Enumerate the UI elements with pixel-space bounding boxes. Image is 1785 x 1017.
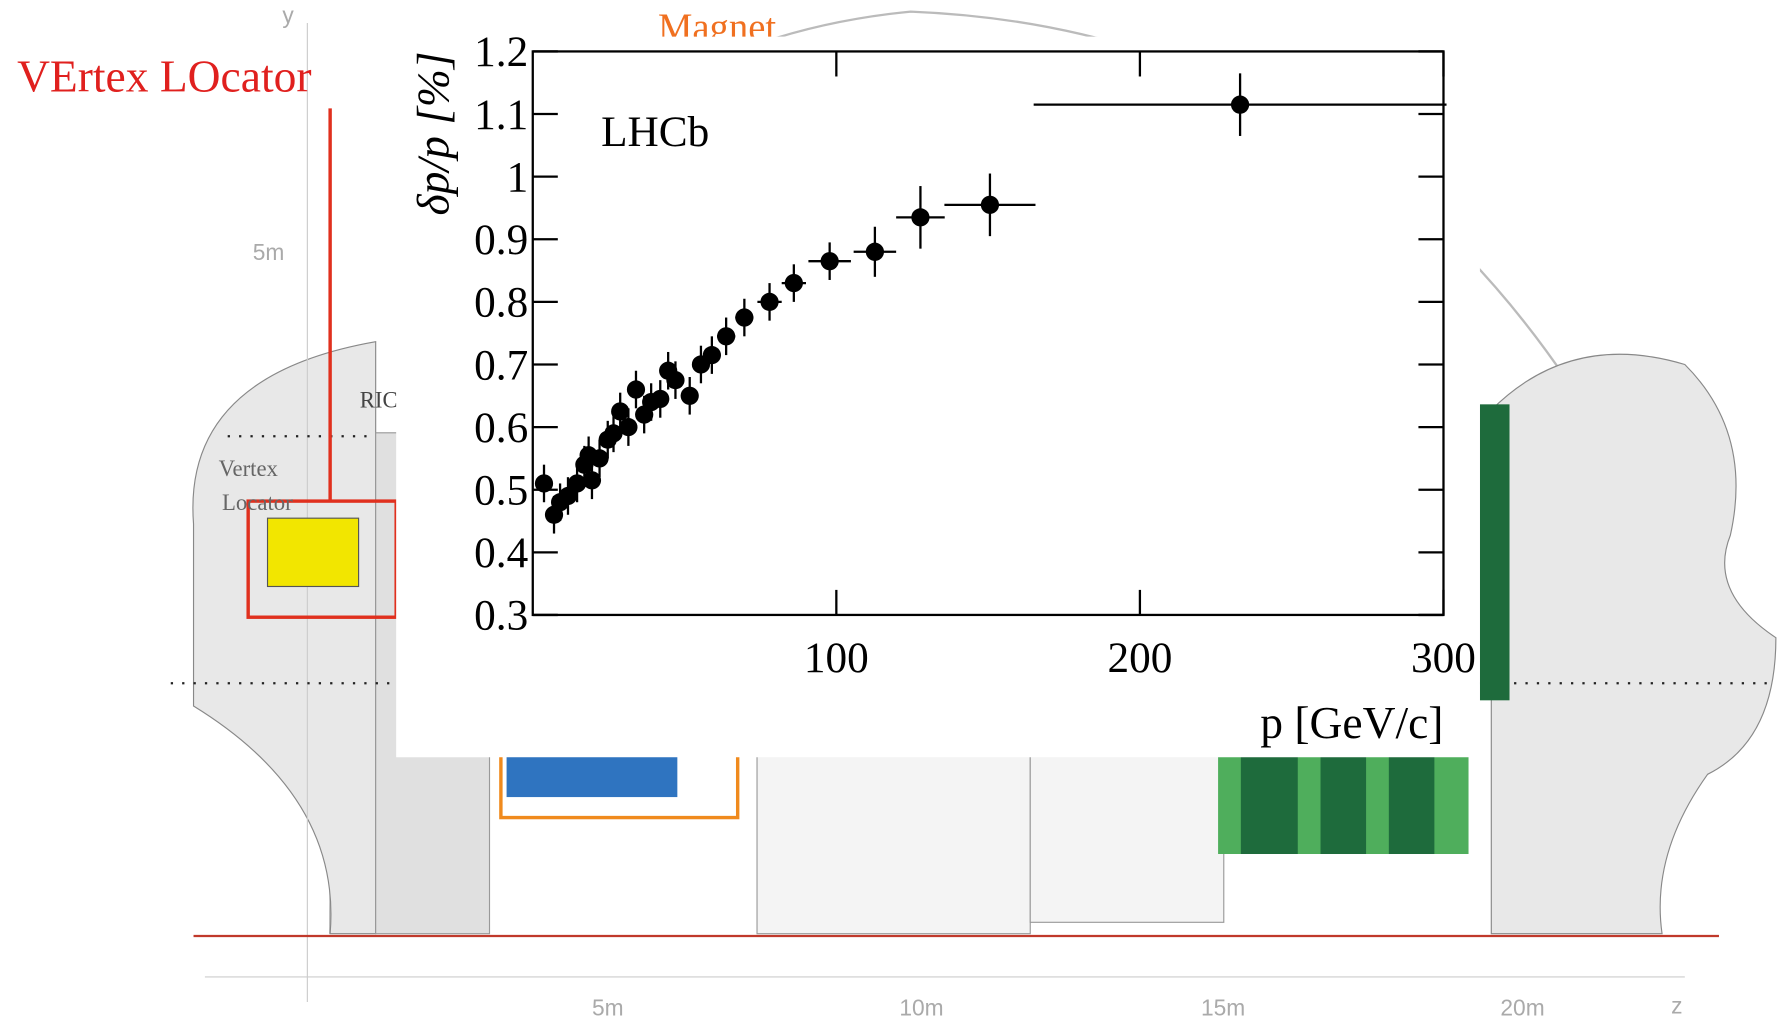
point [619, 417, 638, 437]
x-axis-label: p [GeV/c] [1260, 697, 1443, 748]
point [911, 208, 930, 227]
point [611, 402, 630, 421]
point [784, 273, 803, 293]
z-tick-label: 10m [899, 995, 943, 1017]
callout-label: VErtex LOcator [17, 50, 311, 101]
point [567, 474, 587, 493]
point [820, 252, 839, 271]
diagram-label: Locator [222, 490, 293, 515]
y-tick-label: 0.5 [474, 467, 528, 515]
z-tick-label: 5m [592, 995, 624, 1017]
point [1230, 95, 1250, 114]
y-tick-label: 1.2 [474, 28, 528, 76]
z-tick-label: 20m [1500, 995, 1544, 1017]
y-tick-label: 0.7 [474, 341, 528, 389]
plot-frame [531, 50, 1445, 617]
y-tick-label: 5m [253, 239, 285, 265]
y-tick-label: 1 [507, 153, 529, 201]
y-tick-label: 0.8 [474, 279, 528, 327]
point [590, 449, 609, 468]
z-tick-label: 15m [1201, 995, 1245, 1017]
chart: 0.3 0.4 0.5 0.6 0.7 0.8 0.9 1 1.1 1.2 100 200 300 p [… [408, 28, 1476, 748]
point [702, 345, 721, 365]
y-tick-label: 0.9 [474, 216, 528, 264]
diagram-label: Vertex [219, 456, 279, 481]
y-tick-label: 0.3 [474, 592, 528, 640]
x-tick-label: 100 [804, 634, 869, 682]
point [760, 292, 779, 311]
y-axis-label: y [282, 2, 294, 28]
point [651, 389, 670, 409]
point [680, 386, 699, 405]
point [604, 424, 623, 443]
point [534, 474, 554, 493]
x-tick-label: 200 [1107, 634, 1172, 682]
z-axis-label: z [1671, 992, 1682, 1017]
point [717, 327, 736, 346]
point [735, 308, 754, 327]
point [865, 242, 884, 261]
y-tick-label: 0.4 [474, 529, 528, 577]
y-tick-label: 1.1 [474, 91, 528, 139]
point [558, 486, 578, 506]
y-tick-label: 0.6 [474, 404, 528, 452]
detector-diagram [170, 10, 1777, 1002]
chart-panel [396, 36, 1480, 758]
annotation: LHCb [601, 108, 709, 156]
point [626, 380, 646, 399]
point [666, 371, 685, 390]
y-axis-label: δp/p [%] [408, 51, 459, 215]
point [582, 471, 602, 490]
point [980, 195, 1000, 214]
x-tick-label: 300 [1411, 634, 1476, 682]
